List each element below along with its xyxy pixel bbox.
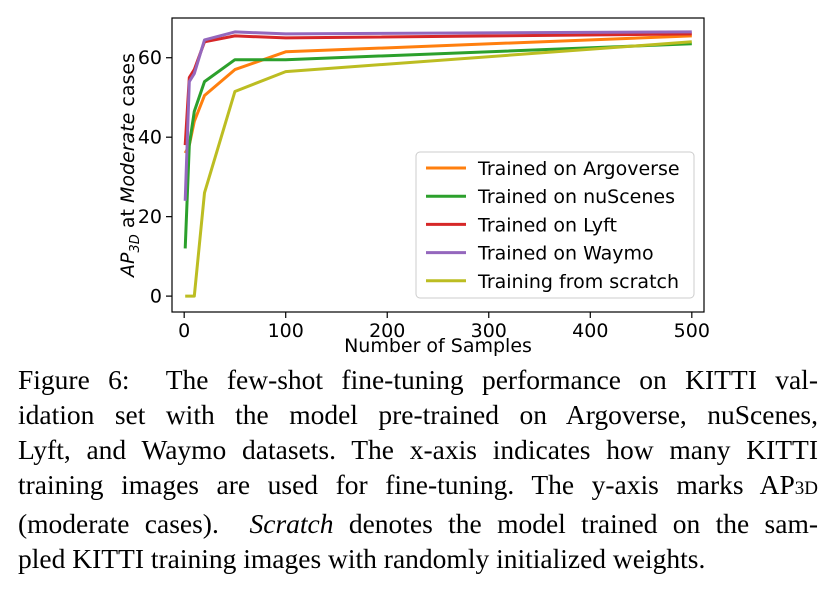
series-lines	[183, 30, 692, 298]
y-tick-label: 40	[138, 127, 162, 149]
y-axis-label-italic: Moderate	[117, 113, 139, 203]
caption-line-4-text: training images are used for fine-tuning…	[18, 469, 795, 500]
x-axis-ticks: 0 100 200 300 400 500	[178, 312, 710, 342]
x-tick-label: 0	[178, 320, 190, 342]
legend-box	[415, 151, 695, 299]
x-axis-label: Number of Samples	[344, 335, 532, 357]
caption-line-5: (moderate cases). Scratch denotes the mo…	[18, 506, 818, 541]
figure-caption: Figure 6: The few-shot fine-tuning perfo…	[18, 362, 818, 576]
chart: 0 20 40 60 0 100 200 300 400 500 Number of Sampl…	[117, 17, 710, 357]
x-tick-label: 400	[572, 320, 608, 342]
y-axis-label: AP3D at Moderate cases	[117, 53, 143, 279]
series-line-5	[185, 40, 692, 298]
caption-line-4: training images are used for fine-tuning…	[18, 467, 818, 506]
legend-label-2: Trained on nuScenes	[477, 186, 675, 208]
y-tick-label: 0	[150, 286, 162, 308]
x-tick-label: 100	[268, 320, 304, 342]
x-tick-label: 200	[369, 320, 405, 342]
legend-label-1: Trained on Argoverse	[477, 158, 680, 180]
caption-ap-subscript: 3D	[794, 478, 818, 499]
y-tick-label: 60	[138, 47, 162, 69]
legend-label-4: Trained on Waymo	[477, 243, 654, 265]
y-axis-ticks: 0 20 40 60	[138, 47, 172, 308]
caption-line-1: Figure 6: The few-shot fine-tuning perfo…	[18, 362, 818, 397]
y-tick-label: 20	[138, 206, 162, 228]
legend: Trained on Argoverse Trained on nuScenes T…	[415, 151, 695, 299]
series-line-2	[183, 42, 692, 249]
caption-line-6: pled KITTI training images with randomly…	[18, 543, 706, 574]
x-tick-label: 500	[674, 320, 710, 342]
legend-label-5: Training from scratch	[477, 271, 679, 293]
caption-line-3: Lyft, and Waymo datasets. The x-axis ind…	[18, 434, 818, 465]
caption-figure-label: Figure 6:	[18, 364, 130, 395]
caption-scratch-italic: Scratch	[249, 508, 334, 539]
series-line-4	[183, 30, 692, 201]
y-axis-label-mid: at	[117, 203, 139, 234]
legend-label-3: Trained on Lyft	[477, 214, 617, 236]
caption-line-5-pre: (moderate cases).	[18, 508, 219, 539]
y-axis-label-prefix: AP	[117, 252, 139, 279]
y-axis-label-sub: 3D	[128, 234, 143, 252]
caption-line-1-text: The few-shot fine-tuning performance on …	[165, 364, 818, 395]
caption-line-5-post: denotes the model trained on the sam-	[348, 508, 818, 539]
x-tick-label: 300	[471, 320, 507, 342]
caption-line-2: idation set with the model pre-trained o…	[18, 399, 818, 430]
y-axis-label-suffix: cases	[117, 53, 139, 113]
